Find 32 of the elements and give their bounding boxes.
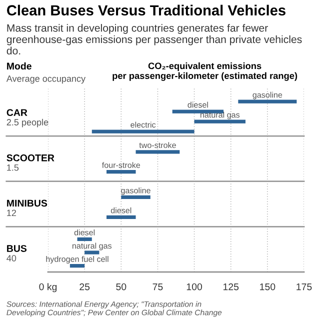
text: Clean Buses Versus Traditional Vehicles [7, 4, 286, 16]
text: Mass transit in developing countries generates far fewer greenhouse-gas emissions per passenger than private vehicles do. [6, 24, 302, 54]
y-tick-label: SCOOTER [6, 154, 54, 162]
text: natural gas [72, 242, 112, 250]
annotation: 2.5 people [6, 118, 48, 128]
series-label: four-stroke [102, 162, 140, 168]
text: diesel [74, 229, 95, 236]
text: Average occupancy [6, 76, 86, 84]
text: 40 [6, 255, 16, 262]
text: Mode [7, 62, 32, 70]
series-label: diesel [110, 207, 132, 214]
x-tick-label: 150 [260, 283, 276, 290]
text: CO₂-equivalent emissions per passenger-kilometer (estimated range) [112, 62, 298, 81]
text: diesel [188, 102, 208, 108]
y-tick-label: CAR [6, 109, 28, 116]
series-label: electric [130, 122, 156, 128]
text: 1.5 [7, 164, 19, 171]
x-tick-label: 50 [116, 283, 126, 290]
series-label: hydrogen fuel cell [46, 256, 108, 264]
y-tick-label: BUS [7, 245, 27, 252]
text: 12 [7, 210, 16, 216]
text: gasoline [121, 187, 150, 195]
x-tick-label: 75 [152, 283, 163, 290]
x-tick-label: 0 kg [39, 283, 57, 292]
x-tick-label: 25 [80, 283, 90, 290]
series-label: two-stroke [139, 142, 176, 148]
series-label: gasoline [252, 92, 282, 100]
y-tick-label: MINIBUS [7, 200, 48, 207]
x-tick-label: 100 [186, 283, 202, 290]
x-tick-label: 175 [296, 283, 312, 290]
series-label: natural gas [200, 112, 240, 120]
x-tick-label: 125 [223, 283, 239, 290]
